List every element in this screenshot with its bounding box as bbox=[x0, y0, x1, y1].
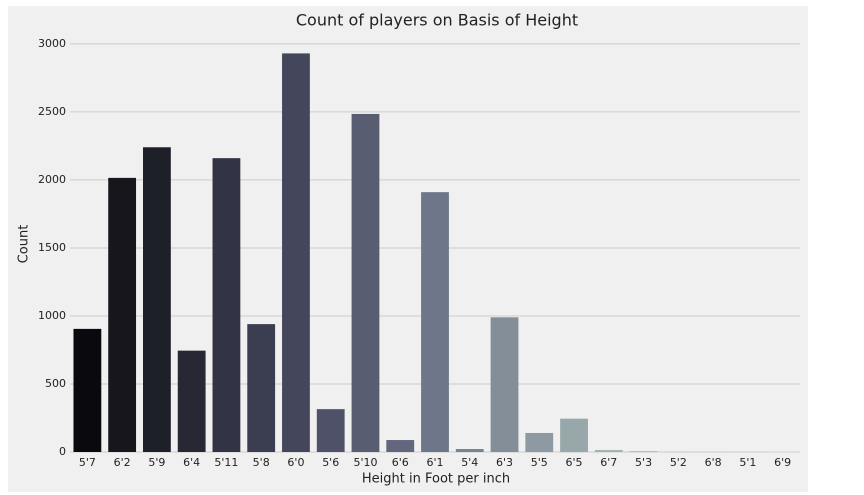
x-tick-label: 5'3 bbox=[635, 456, 652, 469]
x-tick-label: 6'5 bbox=[566, 456, 583, 469]
x-tick-label: 6'0 bbox=[287, 456, 304, 469]
x-tick-label: 6'9 bbox=[774, 456, 791, 469]
bar bbox=[143, 147, 171, 453]
x-tick-label: 6'3 bbox=[496, 456, 513, 469]
bar bbox=[421, 192, 449, 452]
y-tick-label: 1000 bbox=[38, 309, 66, 322]
x-tick-label: 5'2 bbox=[670, 456, 687, 469]
x-tick-label: 5'7 bbox=[79, 456, 96, 469]
x-tick-label: 5'1 bbox=[739, 456, 756, 469]
y-tick-label: 1500 bbox=[38, 241, 66, 254]
x-tick-label: 5'11 bbox=[214, 456, 238, 469]
x-tick-label: 5'10 bbox=[353, 456, 377, 469]
bar bbox=[455, 449, 484, 452]
x-tick-label: 5'8 bbox=[253, 456, 270, 469]
x-tick-label: 6'8 bbox=[705, 456, 722, 469]
x-tick-label: 5'5 bbox=[531, 456, 548, 469]
x-tick-label: 5'6 bbox=[322, 456, 339, 469]
y-axis-label: Count bbox=[17, 225, 32, 264]
y-tick-label: 500 bbox=[45, 377, 66, 390]
bar bbox=[560, 418, 588, 452]
y-tick-label: 0 bbox=[59, 445, 66, 458]
x-axis-label: Height in Foot per inch bbox=[362, 472, 510, 487]
x-tick-label: 5'9 bbox=[148, 456, 165, 469]
bar bbox=[177, 350, 206, 452]
chart-title: Count of players on Basis of Height bbox=[296, 11, 578, 30]
bar bbox=[629, 451, 658, 452]
bar bbox=[282, 53, 310, 452]
x-tick-label: 5'4 bbox=[461, 456, 478, 469]
bar bbox=[247, 324, 276, 452]
y-tick-label: 2500 bbox=[38, 105, 66, 118]
y-tick-label: 2000 bbox=[38, 173, 66, 186]
bar bbox=[594, 449, 623, 452]
x-tick-label: 6'7 bbox=[600, 456, 617, 469]
bar bbox=[108, 177, 137, 452]
bar bbox=[490, 317, 519, 452]
bar bbox=[351, 113, 380, 453]
bar bbox=[73, 328, 102, 452]
x-tick-label: 6'2 bbox=[114, 456, 131, 469]
bar bbox=[316, 409, 345, 452]
x-tick-label: 6'1 bbox=[426, 456, 443, 469]
x-tick-label: 6'6 bbox=[392, 456, 409, 469]
bar bbox=[386, 440, 415, 452]
bar bbox=[525, 432, 554, 452]
y-tick-label: 3000 bbox=[38, 37, 66, 50]
figure-background bbox=[8, 6, 808, 492]
x-tick-label: 6'4 bbox=[183, 456, 200, 469]
bar bbox=[212, 158, 241, 453]
